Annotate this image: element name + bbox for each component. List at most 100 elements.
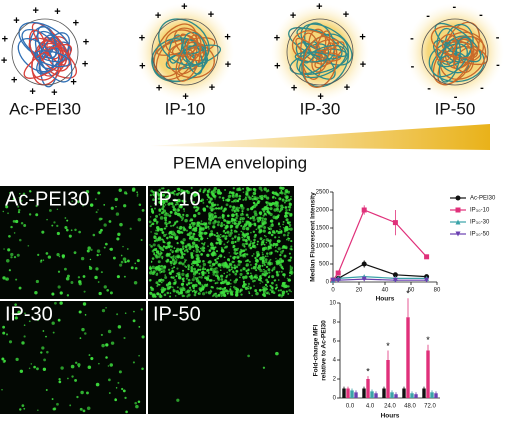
cell [214, 207, 218, 210]
cell [136, 191, 138, 194]
cell [174, 255, 178, 259]
cell [22, 192, 26, 196]
cell [169, 260, 172, 263]
cell [268, 231, 272, 235]
cell [51, 224, 54, 227]
cell [206, 268, 210, 272]
x-tick-label: 80 [434, 288, 441, 294]
cell [274, 246, 277, 248]
x-axis-title: Hours [376, 296, 395, 303]
cell [223, 243, 226, 246]
cell [287, 231, 290, 235]
cell [160, 198, 163, 201]
cell [160, 212, 163, 214]
cell [260, 189, 263, 192]
cell [23, 407, 26, 410]
cell [266, 291, 270, 295]
cell [247, 216, 250, 219]
cell [235, 230, 238, 233]
cell [149, 267, 153, 270]
cell [266, 207, 270, 210]
cell [218, 216, 222, 219]
cell [197, 197, 201, 200]
polymer-strand [439, 50, 470, 74]
polymer-strand [302, 35, 338, 88]
cell [172, 224, 175, 227]
cell [224, 231, 227, 235]
cell [243, 250, 246, 253]
cell [207, 275, 210, 278]
cell [141, 367, 144, 371]
cell [283, 226, 285, 229]
cell [247, 238, 251, 241]
x-tick-label: 60 [408, 288, 415, 294]
cell [239, 276, 241, 279]
cell [182, 228, 186, 232]
cell [162, 240, 165, 244]
cell [157, 265, 161, 268]
cell [196, 256, 200, 260]
cell [211, 286, 215, 289]
cell [290, 195, 292, 198]
cell [168, 287, 171, 290]
cell [124, 396, 127, 400]
cell [161, 207, 165, 210]
cell [89, 258, 92, 261]
charge: - [454, 91, 458, 103]
cell [175, 290, 180, 294]
cell [224, 188, 227, 191]
cell [242, 191, 245, 194]
cell [230, 225, 234, 228]
cell [263, 243, 266, 246]
cell [217, 207, 221, 210]
cell [288, 221, 291, 224]
cell [19, 192, 21, 195]
cell [245, 226, 250, 231]
cell [56, 252, 60, 257]
polymer-strand [185, 34, 202, 61]
significance-label: * [386, 341, 390, 351]
cell [105, 343, 109, 347]
cell [159, 227, 164, 232]
cell [164, 204, 167, 206]
cell [164, 274, 167, 276]
cell [68, 234, 72, 238]
y-tick-label: 500 [319, 262, 330, 268]
cell [283, 254, 287, 258]
cell [163, 265, 166, 269]
cell [169, 191, 173, 195]
cell [205, 291, 208, 294]
cell [278, 270, 281, 273]
cell [284, 245, 288, 249]
cell [52, 331, 55, 334]
cell [211, 295, 214, 297]
cell [190, 263, 193, 265]
cell [216, 275, 220, 278]
cell [244, 238, 248, 243]
cell [175, 275, 178, 278]
cell [151, 257, 155, 260]
cell [250, 276, 254, 280]
cell [126, 248, 129, 250]
cell [236, 252, 239, 255]
cell [167, 268, 171, 271]
cell [114, 197, 118, 202]
cell [176, 203, 179, 206]
cell [191, 290, 194, 293]
cell [185, 274, 190, 278]
cell [257, 219, 260, 223]
cell [176, 208, 180, 212]
cell [229, 205, 232, 208]
cell [231, 208, 235, 212]
cell [261, 219, 264, 222]
polymer-strand [431, 43, 468, 78]
cell [239, 203, 244, 208]
cell [196, 277, 199, 280]
cell [3, 248, 5, 250]
charge: + [181, 1, 187, 13]
cell [252, 280, 255, 283]
cell [208, 228, 210, 230]
cell [246, 207, 250, 211]
cell [171, 251, 174, 254]
cell [193, 228, 198, 232]
